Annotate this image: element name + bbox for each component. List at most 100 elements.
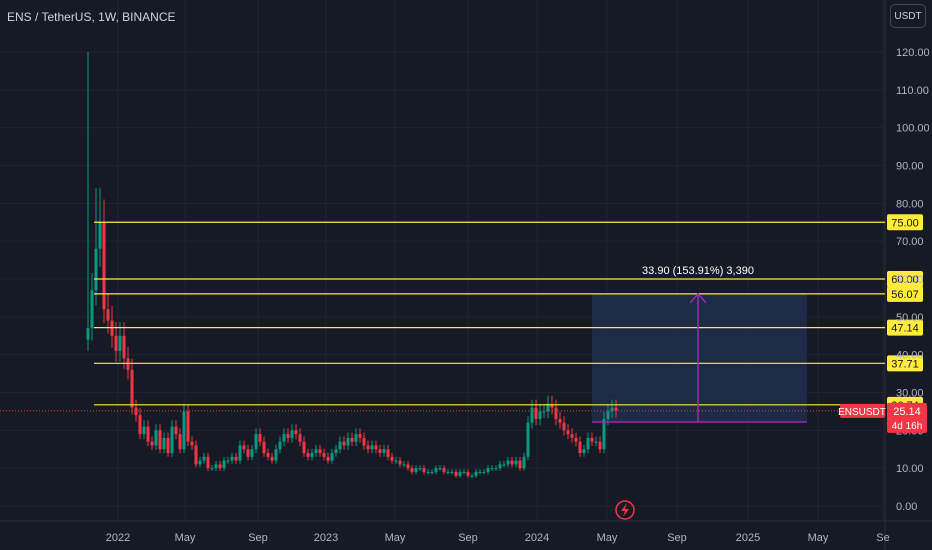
candle-body [230, 456, 234, 461]
candle-body [198, 460, 202, 465]
candle-body [270, 456, 274, 461]
candle-body [214, 464, 218, 469]
candle-body [550, 403, 554, 408]
level-tag [887, 271, 923, 288]
candle-body [534, 407, 538, 419]
candle-body [266, 453, 270, 457]
candle-body [474, 471, 478, 476]
candle-body [382, 449, 386, 454]
x-tick-label: 2024 [525, 532, 549, 544]
level-tag-label: 47.14 [891, 323, 919, 335]
candle-body [450, 471, 454, 473]
candle-body [426, 471, 430, 473]
candle-body [174, 426, 178, 435]
candle-body [414, 468, 418, 472]
candle-body [558, 418, 562, 423]
candle-body [574, 437, 578, 442]
candle-body [582, 449, 586, 454]
candle-body [98, 222, 102, 249]
candle-body [522, 456, 526, 469]
candle-body [378, 449, 382, 454]
symbol-tag-label: ENSUSDT [838, 407, 886, 418]
x-tick-label: 2025 [736, 532, 760, 544]
time-axis[interactable]: 2022 May Sep 2023 May Sep 2024 May Sep 2025 May Se [106, 532, 890, 544]
candle-body [354, 434, 358, 442]
price-axis[interactable]: 120.00 110.00 100.00 90.00 80.00 70.00 60.00 50… [896, 47, 930, 513]
candle-body [122, 335, 126, 359]
candle-body [606, 411, 610, 419]
level-tag [887, 319, 923, 336]
candle-body [578, 441, 582, 454]
candle-body [330, 453, 334, 461]
candle-body [586, 437, 590, 450]
candle-body [446, 471, 450, 473]
candle-body [314, 449, 318, 454]
candle-body [278, 441, 282, 450]
countdown-label: 4d 16h [892, 421, 923, 432]
candle-body [106, 309, 110, 321]
candle-body [538, 411, 542, 419]
candle-body [226, 460, 230, 462]
level-tag [887, 355, 923, 372]
y-tick-label: 70.00 [896, 236, 924, 248]
y-tick-label: 40.00 [896, 350, 924, 362]
candle-body [190, 441, 194, 446]
candle-body [114, 335, 118, 351]
candle-body [298, 434, 302, 442]
candle-body [510, 460, 514, 465]
candle-body [590, 437, 594, 442]
candle-body [370, 445, 374, 450]
candle-body [442, 468, 446, 472]
candle-body [394, 460, 398, 462]
candle-body [102, 222, 106, 310]
level-tag-label: 56.07 [891, 289, 919, 301]
candle-body [478, 471, 482, 473]
currency-button[interactable]: USDT [890, 4, 926, 28]
symbol-title: ENS / TetherUS, 1W, BINANCE [7, 10, 176, 24]
candle-body [410, 468, 414, 472]
candle-body [598, 441, 602, 450]
candle-body [362, 437, 366, 446]
y-tick-label: 10.00 [896, 463, 924, 475]
candle-body [374, 445, 378, 450]
candle-body [554, 407, 558, 419]
candle-body [90, 290, 94, 329]
candle-body [338, 441, 342, 450]
measure-label: 33.90 (153.91%) 3,390 [642, 265, 754, 277]
x-tick-label: Sep [667, 532, 687, 544]
candle-body [562, 422, 566, 431]
candle-body [434, 468, 438, 472]
candle-body [186, 411, 190, 442]
candle-body [326, 456, 330, 461]
candle-body [282, 434, 286, 442]
x-tick-label: 2023 [314, 532, 338, 544]
candle-body [346, 437, 350, 446]
candle-body [258, 434, 262, 442]
candle-body [262, 441, 266, 454]
y-tick-label: 80.00 [896, 198, 924, 210]
flash-bolt [621, 503, 629, 517]
x-tick-label: May [808, 532, 829, 544]
y-tick-label: 30.00 [896, 388, 924, 400]
candle-body [154, 430, 158, 446]
candle-body [570, 434, 574, 438]
level-tag-label: 60.00 [891, 274, 919, 286]
candle-body [526, 422, 530, 457]
measure-range-box [592, 293, 807, 423]
measure-tool: 33.90 (153.91%) 3,390 [592, 265, 807, 423]
candle-body [438, 468, 442, 470]
candle-body [390, 456, 394, 461]
candle-body [206, 456, 210, 469]
measure-arrow-head [689, 292, 707, 304]
x-tick-label: May [597, 532, 618, 544]
y-tick-label: 100.00 [896, 123, 930, 135]
candle-body [294, 430, 298, 435]
candle-body [322, 453, 326, 457]
x-tick-label: Se [876, 532, 889, 544]
current-price-value: 25.14 [893, 406, 921, 418]
x-tick-label: 2022 [106, 532, 130, 544]
candle-body [246, 449, 250, 457]
candle-body [318, 449, 322, 454]
lightning-bolt-icon[interactable] [615, 500, 635, 520]
